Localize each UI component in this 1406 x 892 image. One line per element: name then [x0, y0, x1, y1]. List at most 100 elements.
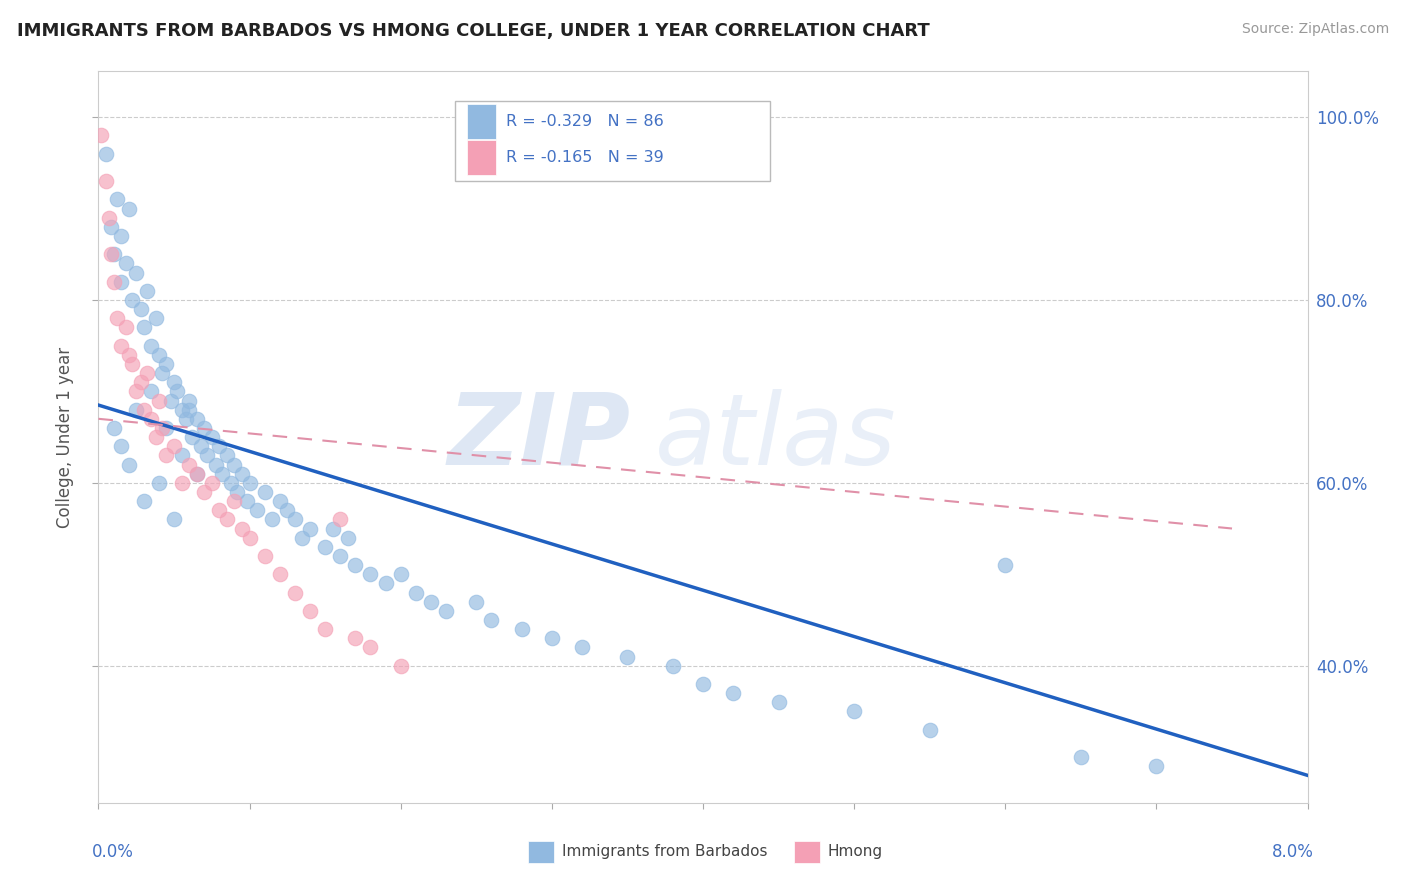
- Point: [105, 193, 128, 207]
- Point: [768, 695, 790, 709]
- Point: [148, 348, 170, 362]
- Point: [114, 320, 136, 334]
- Point: [344, 632, 367, 646]
- Point: [616, 649, 638, 664]
- Point: [155, 357, 177, 371]
- Point: [100, 247, 122, 261]
- Point: [174, 412, 197, 426]
- Point: [103, 247, 125, 261]
- Point: [224, 494, 246, 508]
- Point: [110, 439, 132, 453]
- Point: [276, 503, 298, 517]
- Point: [262, 512, 284, 526]
- Point: [98, 211, 121, 225]
- Point: [150, 366, 173, 380]
- Text: 8.0%: 8.0%: [1272, 843, 1313, 861]
- Point: [224, 458, 246, 472]
- Point: [465, 595, 488, 609]
- Point: [129, 301, 152, 317]
- Point: [145, 311, 167, 326]
- Point: [90, 128, 112, 143]
- Point: [1146, 759, 1168, 773]
- Point: [163, 439, 186, 453]
- FancyBboxPatch shape: [456, 101, 769, 181]
- Point: [135, 366, 157, 380]
- Point: [110, 339, 132, 353]
- Point: [186, 412, 208, 426]
- Y-axis label: College, Under 1 year: College, Under 1 year: [56, 346, 75, 528]
- Point: [125, 266, 148, 280]
- Point: [193, 485, 215, 500]
- Point: [336, 531, 359, 545]
- Point: [211, 467, 233, 481]
- Point: [170, 402, 193, 417]
- Point: [163, 376, 186, 390]
- Text: ZIP: ZIP: [447, 389, 630, 485]
- Point: [132, 402, 155, 417]
- Point: [186, 467, 208, 481]
- Point: [269, 567, 291, 582]
- Point: [129, 376, 152, 390]
- Point: [434, 604, 457, 618]
- Point: [994, 558, 1017, 573]
- Point: [163, 512, 186, 526]
- Point: [239, 475, 262, 490]
- Point: [253, 549, 276, 563]
- Point: [215, 449, 238, 463]
- Text: Source: ZipAtlas.com: Source: ZipAtlas.com: [1241, 22, 1389, 37]
- Point: [322, 521, 344, 535]
- Point: [221, 475, 243, 490]
- Point: [150, 421, 173, 435]
- Point: [239, 531, 262, 545]
- Point: [121, 293, 143, 307]
- Point: [141, 384, 163, 399]
- Point: [246, 503, 269, 517]
- Point: [118, 458, 141, 472]
- Text: Immigrants from Barbados: Immigrants from Barbados: [561, 845, 768, 859]
- Point: [125, 384, 148, 399]
- Point: [179, 402, 201, 417]
- Point: [231, 467, 253, 481]
- Point: [918, 723, 941, 737]
- Point: [132, 320, 155, 334]
- Point: [141, 412, 163, 426]
- Point: [179, 393, 201, 408]
- Point: [170, 449, 193, 463]
- Point: [148, 475, 170, 490]
- Point: [226, 485, 249, 500]
- Point: [132, 494, 155, 508]
- Point: [135, 284, 157, 298]
- Point: [186, 467, 208, 481]
- Point: [571, 640, 593, 655]
- Point: [291, 531, 314, 545]
- Point: [110, 228, 132, 243]
- Point: [405, 585, 427, 599]
- Text: 0.0%: 0.0%: [93, 843, 134, 861]
- Point: [201, 430, 224, 444]
- Point: [94, 146, 117, 161]
- Point: [299, 604, 322, 618]
- Point: [166, 384, 188, 399]
- Point: [148, 393, 170, 408]
- Point: [201, 475, 224, 490]
- Point: [329, 549, 352, 563]
- Text: R = -0.165   N = 39: R = -0.165 N = 39: [506, 150, 664, 165]
- Point: [420, 595, 443, 609]
- Point: [389, 658, 412, 673]
- Point: [181, 430, 204, 444]
- Point: [329, 512, 352, 526]
- Point: [360, 640, 382, 655]
- Point: [299, 521, 322, 535]
- Text: atlas: atlas: [655, 389, 896, 485]
- Point: [723, 686, 745, 700]
- Bar: [527, 841, 554, 863]
- Point: [510, 622, 533, 636]
- Point: [284, 512, 307, 526]
- Bar: [467, 140, 496, 175]
- Text: Hmong: Hmong: [828, 845, 883, 859]
- Point: [155, 449, 177, 463]
- Point: [118, 348, 141, 362]
- Point: [100, 219, 122, 234]
- Point: [155, 421, 177, 435]
- Text: IMMIGRANTS FROM BARBADOS VS HMONG COLLEGE, UNDER 1 YEAR CORRELATION CHART: IMMIGRANTS FROM BARBADOS VS HMONG COLLEG…: [17, 22, 929, 40]
